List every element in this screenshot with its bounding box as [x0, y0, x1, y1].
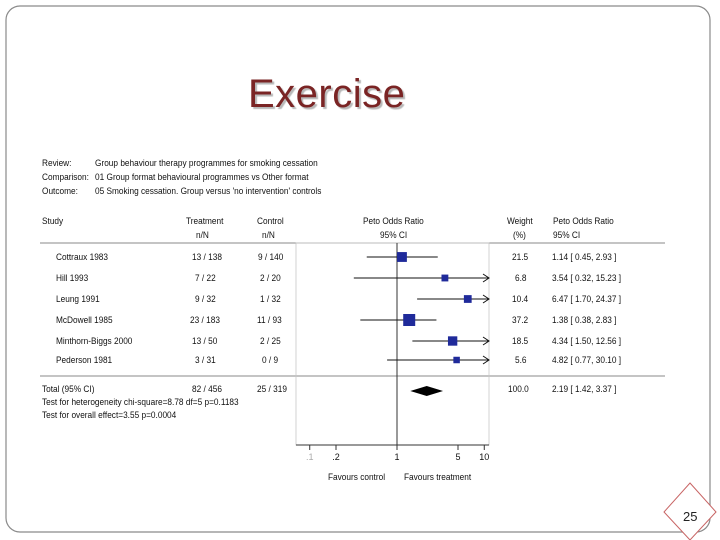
- slide-title: Exercise: [248, 72, 406, 116]
- col-control-sub: n/N: [262, 230, 275, 240]
- study-weight: 6.8: [515, 273, 527, 283]
- col-or-sub: 95% CI: [553, 230, 581, 240]
- col-or-plot: Peto Odds Ratio: [363, 216, 424, 226]
- point-estimate: [397, 252, 407, 262]
- study-name: Minthorn-Biggs 2000: [56, 336, 133, 346]
- study-control: 2 / 20: [260, 273, 281, 283]
- outcome-label: Outcome:: [42, 186, 78, 196]
- review-label: Review:: [42, 158, 72, 168]
- x-tick-label: .1: [306, 452, 314, 462]
- x-tick-label: 5: [455, 452, 460, 462]
- pooled-diamond: [410, 386, 444, 396]
- study-name: Cottraux 1983: [56, 252, 109, 262]
- study-ci: 4.34 [ 1.50, 12.56 ]: [552, 336, 622, 346]
- study-treatment: 23 / 183: [190, 315, 220, 325]
- page-number-badge: [663, 482, 717, 540]
- page-number: 25: [683, 509, 698, 524]
- study-name: Pederson 1981: [56, 355, 113, 365]
- point-estimate: [441, 274, 449, 282]
- study-name: Hill 1993: [56, 273, 89, 283]
- col-or-plot-sub: 95% CI: [380, 230, 408, 240]
- col-weight-sub: (%): [513, 230, 526, 240]
- x-tick-label: 1: [394, 452, 399, 462]
- outcome-text: 05 Smoking cessation. Group versus 'no i…: [95, 186, 322, 196]
- x-tick-label: 10: [479, 452, 489, 462]
- point-estimate: [463, 295, 472, 303]
- comparison-label: Comparison:: [42, 172, 89, 182]
- plot-area: [295, 242, 490, 446]
- ci-arrow: [482, 355, 490, 365]
- study-control: 9 / 140: [258, 252, 284, 262]
- col-treatment: Treatment: [186, 216, 224, 226]
- review-text: Group behaviour therapy programmes for s…: [95, 158, 318, 168]
- study-control: 1 / 32: [260, 294, 281, 304]
- study-weight: 21.5: [512, 252, 529, 262]
- study-treatment: 7 / 22: [195, 273, 216, 283]
- study-treatment: 13 / 50: [192, 336, 218, 346]
- heterogeneity-test: Test for heterogeneity chi-square=8.78 d…: [42, 397, 239, 407]
- col-study: Study: [42, 216, 64, 226]
- study-ci: 1.14 [ 0.45, 2.93 ]: [552, 252, 617, 262]
- study-treatment: 13 / 138: [192, 252, 222, 262]
- total-treatment: 82 / 456: [192, 384, 222, 394]
- ci-arrow: [482, 294, 490, 304]
- point-estimate: [403, 314, 416, 326]
- study-weight: 37.2: [512, 315, 529, 325]
- total-weight: 100.0: [508, 384, 529, 394]
- total-control: 25 / 319: [257, 384, 287, 394]
- study-treatment: 3 / 31: [195, 355, 216, 365]
- total-name: Total (95% CI): [42, 384, 95, 394]
- point-estimate: [453, 356, 460, 364]
- study-name: Leung 1991: [56, 294, 100, 304]
- study-ci: 6.47 [ 1.70, 24.37 ]: [552, 294, 622, 304]
- study-control: 11 / 93: [257, 315, 282, 325]
- ci-arrow: [482, 336, 490, 346]
- overall-effect-test: Test for overall effect=3.55 p=0.0004: [42, 410, 177, 420]
- comparison-text: 01 Group format behavioural programmes v…: [95, 172, 309, 182]
- ci-arrow: [482, 273, 490, 283]
- total-ci: 2.19 [ 1.42, 3.37 ]: [552, 384, 617, 394]
- col-weight: Weight: [507, 216, 533, 226]
- study-weight: 10.4: [512, 294, 529, 304]
- study-treatment: 9 / 32: [195, 294, 216, 304]
- point-estimate: [447, 336, 458, 346]
- col-or: Peto Odds Ratio: [553, 216, 614, 226]
- study-ci: 1.38 [ 0.38, 2.83 ]: [552, 315, 617, 325]
- study-weight: 5.6: [515, 355, 527, 365]
- study-ci: 3.54 [ 0.32, 15.23 ]: [552, 273, 622, 283]
- study-ci: 4.82 [ 0.77, 30.10 ]: [552, 355, 622, 365]
- study-control: 2 / 25: [260, 336, 281, 346]
- x-label-left: Favours control: [328, 472, 386, 482]
- study-name: McDowell 1985: [56, 315, 113, 325]
- study-control: 0 / 9: [262, 355, 279, 365]
- col-control: Control: [257, 216, 284, 226]
- study-weight: 18.5: [512, 336, 529, 346]
- x-label-right: Favours treatment: [404, 472, 472, 482]
- col-treatment-sub: n/N: [196, 230, 209, 240]
- x-tick-label: .2: [332, 452, 340, 462]
